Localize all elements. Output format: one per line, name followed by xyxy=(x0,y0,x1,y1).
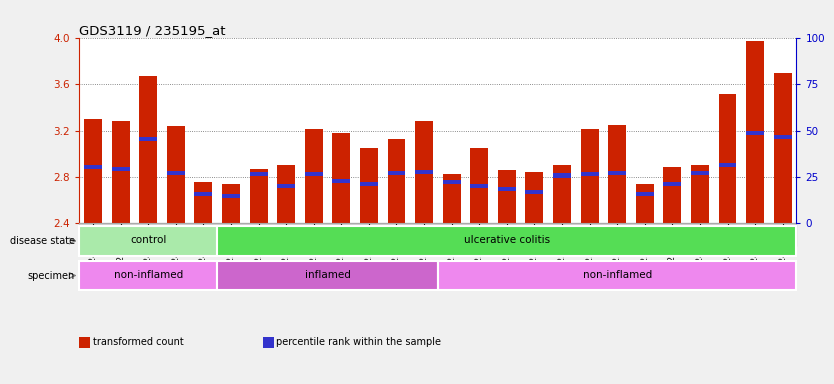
Text: percentile rank within the sample: percentile rank within the sample xyxy=(276,337,441,347)
Bar xyxy=(360,148,378,223)
Bar xyxy=(167,171,185,175)
Text: ulcerative colitis: ulcerative colitis xyxy=(464,235,550,245)
Bar xyxy=(222,184,240,223)
Bar xyxy=(746,41,764,223)
Bar xyxy=(691,171,709,175)
Bar xyxy=(553,165,571,223)
Bar xyxy=(498,187,515,191)
Bar xyxy=(194,182,213,223)
Bar xyxy=(217,261,438,290)
Bar xyxy=(167,126,185,223)
Bar xyxy=(79,223,796,246)
Bar xyxy=(194,192,213,196)
Bar xyxy=(79,261,217,290)
Bar xyxy=(691,165,709,223)
Bar xyxy=(304,129,323,223)
Bar xyxy=(608,125,626,223)
Bar xyxy=(525,172,544,223)
Bar xyxy=(332,133,350,223)
Bar xyxy=(332,179,350,183)
Bar xyxy=(719,94,736,223)
Bar xyxy=(553,174,571,177)
Bar xyxy=(438,261,796,290)
Bar xyxy=(415,170,433,174)
Bar xyxy=(249,172,268,176)
Bar xyxy=(525,190,544,194)
Bar xyxy=(580,172,599,176)
Bar xyxy=(360,182,378,185)
Bar xyxy=(277,184,295,188)
Bar xyxy=(774,73,791,223)
Bar xyxy=(388,139,405,223)
Bar xyxy=(304,172,323,176)
Bar xyxy=(112,121,129,223)
Bar xyxy=(774,136,791,139)
Bar xyxy=(112,167,129,170)
Bar xyxy=(249,169,268,223)
Bar xyxy=(663,182,681,185)
Bar xyxy=(636,184,654,223)
Bar xyxy=(470,148,488,223)
Bar xyxy=(84,119,102,223)
Bar xyxy=(470,184,488,188)
Bar xyxy=(139,76,157,223)
Bar xyxy=(79,226,217,256)
Bar xyxy=(222,194,240,198)
Bar xyxy=(636,192,654,196)
Bar xyxy=(277,165,295,223)
Bar xyxy=(443,180,460,184)
Bar xyxy=(608,171,626,175)
Text: non-inflamed: non-inflamed xyxy=(113,270,183,280)
Bar xyxy=(443,174,460,223)
Text: inflamed: inflamed xyxy=(304,270,350,280)
Text: specimen: specimen xyxy=(28,270,75,281)
Bar xyxy=(719,163,736,167)
Text: transformed count: transformed count xyxy=(93,337,183,347)
Bar xyxy=(498,170,515,223)
Bar xyxy=(217,226,796,256)
Text: disease state: disease state xyxy=(10,236,75,246)
Text: control: control xyxy=(130,235,166,245)
Text: non-inflamed: non-inflamed xyxy=(582,270,652,280)
Text: GDS3119 / 235195_at: GDS3119 / 235195_at xyxy=(79,24,226,37)
Bar xyxy=(139,137,157,141)
Bar xyxy=(415,121,433,223)
Bar xyxy=(746,131,764,135)
Bar xyxy=(84,166,102,169)
Bar xyxy=(580,129,599,223)
Bar xyxy=(388,171,405,175)
Bar xyxy=(663,167,681,223)
